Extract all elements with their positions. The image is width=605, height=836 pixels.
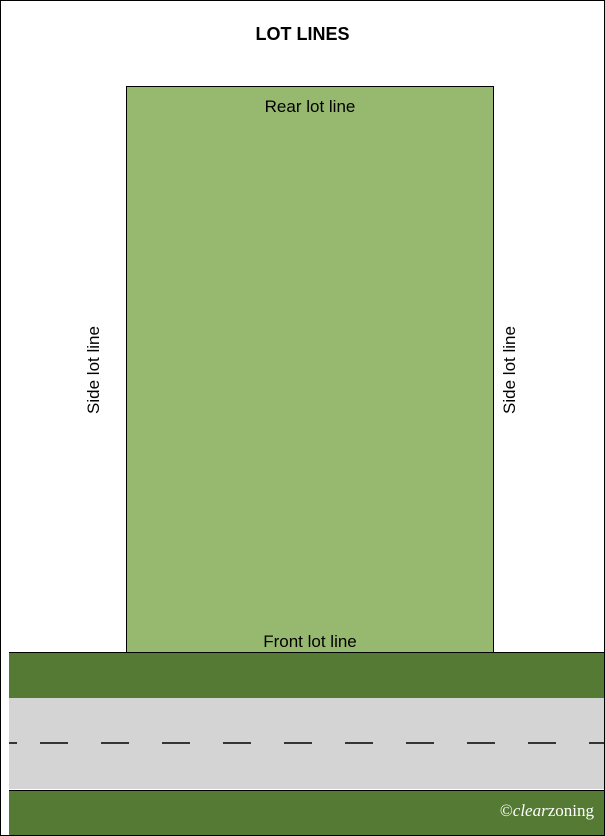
copyright-italic: clear: [512, 801, 548, 820]
lane-markings: [9, 742, 604, 744]
copyright-rest: zoning: [547, 801, 594, 820]
copyright-notice: ©clearzoning: [500, 801, 594, 821]
copyright-symbol: ©: [499, 801, 513, 820]
road: [9, 698, 604, 789]
front-lot-line-label: Front lot line: [263, 632, 357, 651]
right-side-lot-line-label: Side lot line: [500, 325, 519, 414]
diagram-title: LOT LINES: [255, 24, 350, 44]
rear-lot-line-label: Rear lot line: [264, 97, 356, 116]
lot-parcel: Rear lot line Front lot line Side lot li…: [84, 86, 519, 653]
grass-strip-top: [9, 652, 604, 699]
left-side-lot-line-label: Side lot line: [84, 325, 103, 414]
grass-strip-bottom: ©clearzoning: [9, 790, 604, 835]
